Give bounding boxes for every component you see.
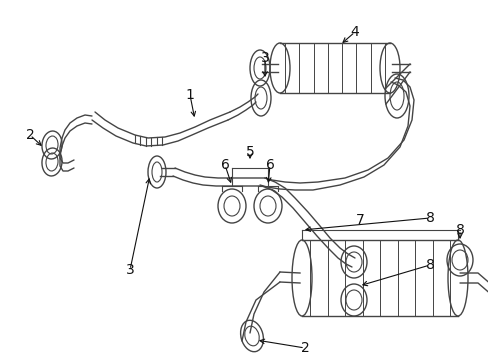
Text: 3: 3 bbox=[125, 263, 134, 277]
Text: 2: 2 bbox=[300, 341, 309, 355]
Text: 7: 7 bbox=[355, 213, 364, 227]
Text: 2: 2 bbox=[25, 128, 34, 142]
Text: 3: 3 bbox=[260, 51, 269, 65]
Text: 6: 6 bbox=[220, 158, 229, 172]
Text: 8: 8 bbox=[455, 223, 464, 237]
Text: 8: 8 bbox=[425, 211, 433, 225]
Text: 8: 8 bbox=[425, 258, 433, 272]
Text: 1: 1 bbox=[185, 88, 194, 102]
Text: 6: 6 bbox=[265, 158, 274, 172]
Text: 5: 5 bbox=[245, 145, 254, 159]
Text: 4: 4 bbox=[350, 25, 359, 39]
